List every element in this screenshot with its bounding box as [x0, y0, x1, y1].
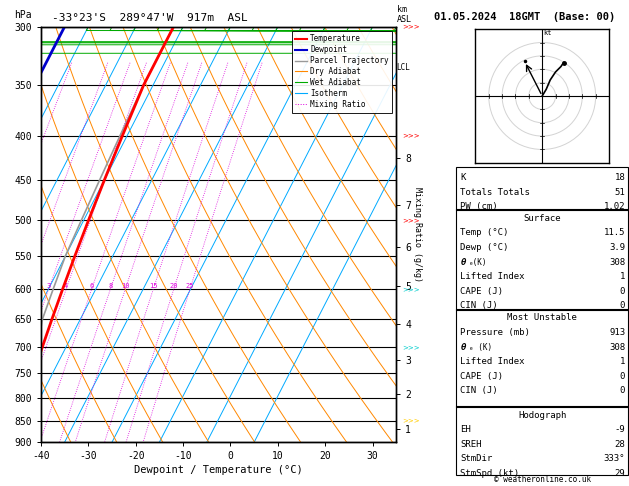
Text: 308: 308 — [609, 343, 625, 352]
Y-axis label: Mixing Ratio (g/kg): Mixing Ratio (g/kg) — [413, 187, 422, 282]
Text: Totals Totals: Totals Totals — [460, 188, 530, 197]
Text: >>>: >>> — [403, 133, 420, 139]
Text: ₑ (K): ₑ (K) — [469, 343, 492, 352]
Text: 18: 18 — [615, 173, 625, 182]
Text: EH: EH — [460, 425, 471, 434]
Text: Lifted Index: Lifted Index — [460, 357, 525, 366]
Text: 913: 913 — [609, 328, 625, 337]
Text: 0: 0 — [620, 386, 625, 396]
Text: 10: 10 — [121, 283, 130, 289]
Text: SREH: SREH — [460, 440, 482, 449]
Text: 3: 3 — [47, 283, 51, 289]
Text: -9: -9 — [615, 425, 625, 434]
Text: 8: 8 — [108, 283, 113, 289]
Text: 6: 6 — [89, 283, 94, 289]
X-axis label: Dewpoint / Temperature (°C): Dewpoint / Temperature (°C) — [134, 466, 303, 475]
Text: >>>: >>> — [403, 217, 420, 223]
Text: 25: 25 — [186, 283, 194, 289]
Text: Surface: Surface — [523, 214, 561, 223]
Text: Temp (°C): Temp (°C) — [460, 228, 509, 238]
Text: 51: 51 — [615, 188, 625, 197]
Text: θ: θ — [460, 258, 466, 267]
Text: © weatheronline.co.uk: © weatheronline.co.uk — [494, 474, 591, 484]
Text: StmSpd (kt): StmSpd (kt) — [460, 469, 520, 478]
Text: 01.05.2024  18GMT  (Base: 00): 01.05.2024 18GMT (Base: 00) — [434, 12, 615, 22]
Text: 1: 1 — [620, 272, 625, 281]
Text: kt: kt — [543, 31, 552, 36]
Text: hPa: hPa — [14, 11, 32, 20]
Text: 333°: 333° — [604, 454, 625, 464]
Text: 3.9: 3.9 — [609, 243, 625, 252]
Text: 15: 15 — [149, 283, 158, 289]
Text: Lifted Index: Lifted Index — [460, 272, 525, 281]
Text: 28: 28 — [615, 440, 625, 449]
Text: >>>: >>> — [403, 344, 420, 350]
Text: Pressure (mb): Pressure (mb) — [460, 328, 530, 337]
Text: 308: 308 — [609, 258, 625, 267]
Text: CAPE (J): CAPE (J) — [460, 372, 503, 381]
Text: Hodograph: Hodograph — [518, 411, 566, 420]
Text: 11.5: 11.5 — [604, 228, 625, 238]
Text: 1.02: 1.02 — [604, 202, 625, 211]
Text: 0: 0 — [620, 287, 625, 296]
Text: 0: 0 — [620, 301, 625, 311]
Text: >>>: >>> — [403, 286, 420, 292]
Text: 1: 1 — [620, 357, 625, 366]
Text: Dewp (°C): Dewp (°C) — [460, 243, 509, 252]
Text: -33°23'S  289°47'W  917m  ASL: -33°23'S 289°47'W 917m ASL — [52, 13, 247, 23]
Legend: Temperature, Dewpoint, Parcel Trajectory, Dry Adiabat, Wet Adiabat, Isotherm, Mi: Temperature, Dewpoint, Parcel Trajectory… — [292, 31, 392, 113]
Text: >>>: >>> — [403, 417, 420, 424]
Text: km
ASL: km ASL — [397, 5, 412, 24]
Text: 0: 0 — [620, 372, 625, 381]
Text: LCL: LCL — [397, 63, 411, 72]
Text: K: K — [460, 173, 466, 182]
Text: CAPE (J): CAPE (J) — [460, 287, 503, 296]
Text: ₑ(K): ₑ(K) — [469, 258, 487, 267]
Text: Most Unstable: Most Unstable — [507, 313, 577, 323]
Text: PW (cm): PW (cm) — [460, 202, 498, 211]
Text: CIN (J): CIN (J) — [460, 301, 498, 311]
Text: 20: 20 — [170, 283, 178, 289]
Text: θ: θ — [460, 343, 466, 352]
Text: 4: 4 — [64, 283, 69, 289]
Text: CIN (J): CIN (J) — [460, 386, 498, 396]
Text: 29: 29 — [615, 469, 625, 478]
Text: StmDir: StmDir — [460, 454, 493, 464]
Text: >>>: >>> — [403, 24, 420, 30]
